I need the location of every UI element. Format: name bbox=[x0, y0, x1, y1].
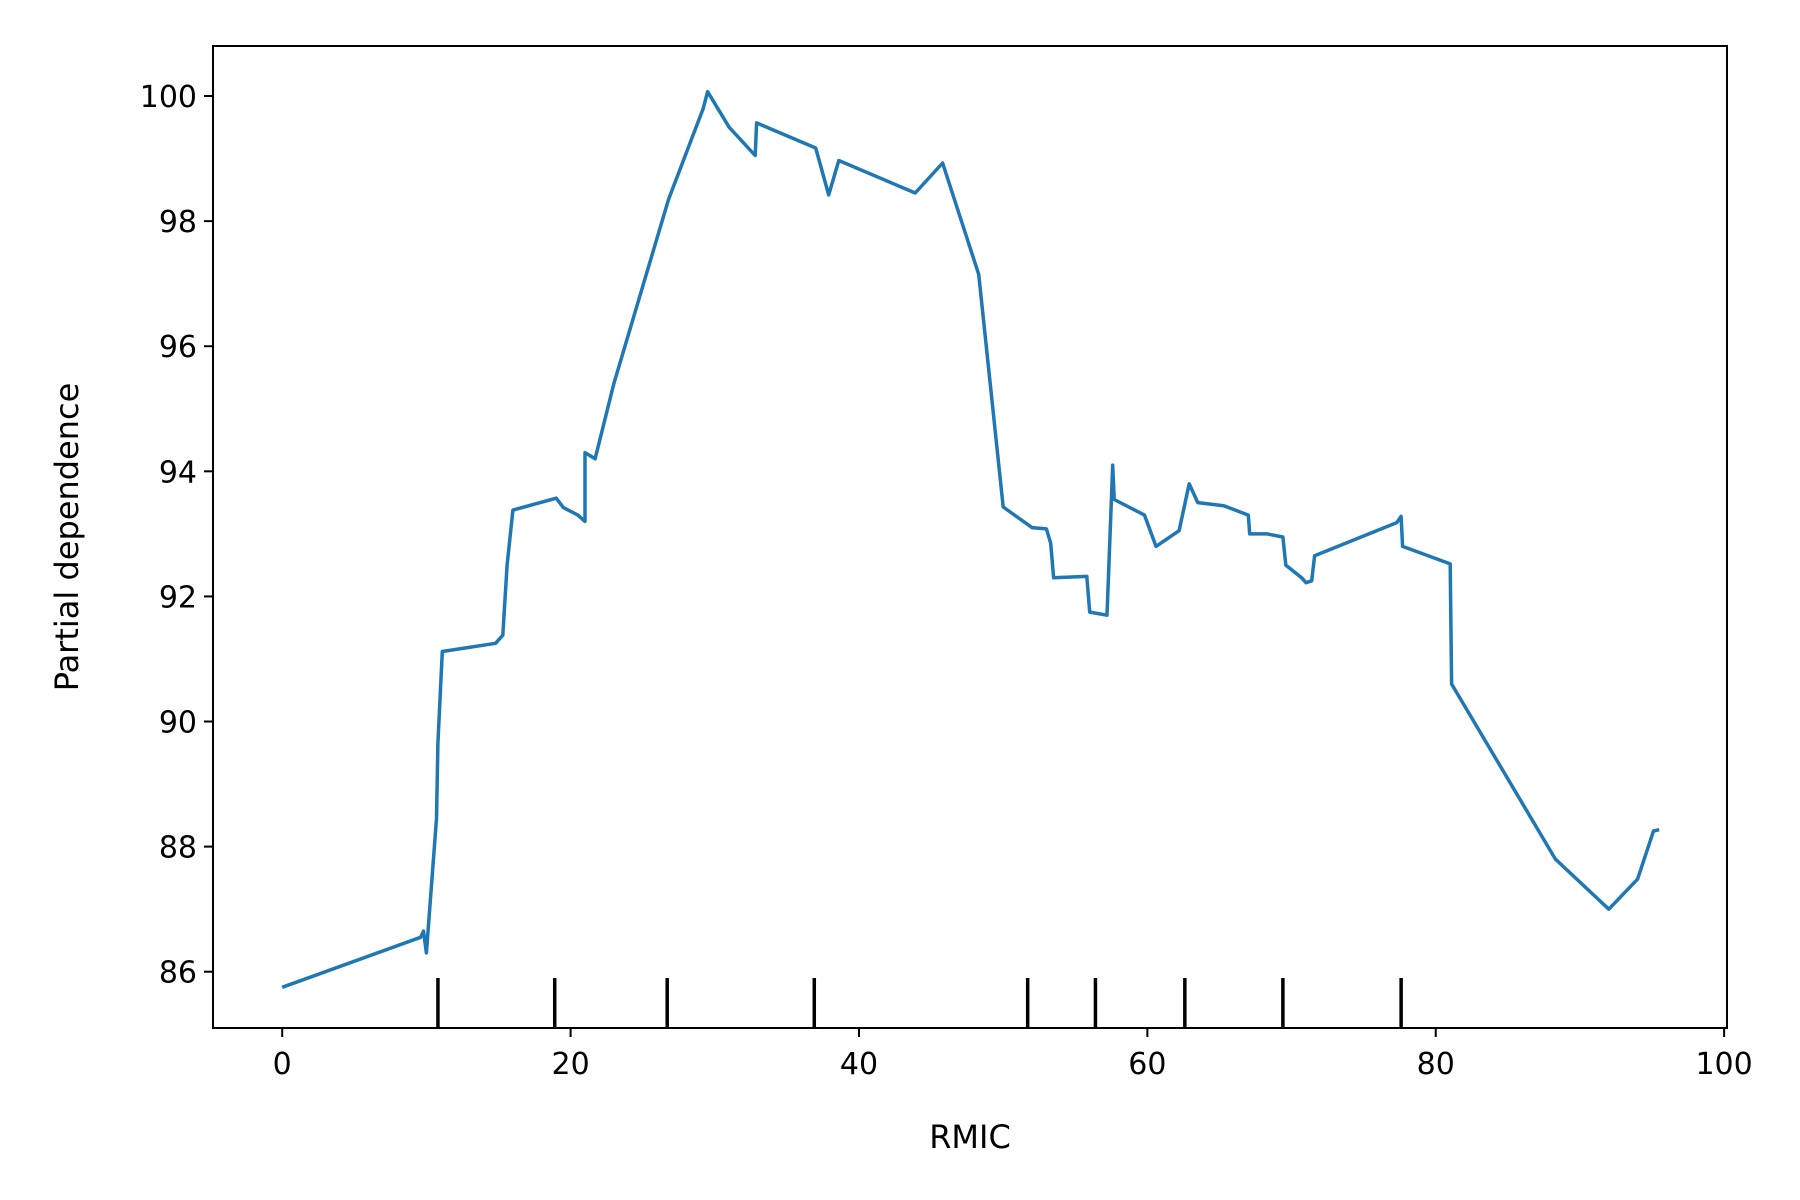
y-tick-label-3: 92 bbox=[159, 580, 197, 615]
plot-layer bbox=[281, 89, 1660, 1028]
x-axis-label: RMIC bbox=[929, 1118, 1011, 1156]
y-tick-label-2: 90 bbox=[159, 706, 197, 741]
x-tick-label-3: 60 bbox=[1128, 1047, 1166, 1082]
axes-layer: 0 20 40 60 80 100 86 88 90 92 94 96 98 100 bbox=[140, 80, 1753, 1082]
x-tick-label-1: 20 bbox=[551, 1047, 589, 1082]
x-tick-label-4: 80 bbox=[1417, 1047, 1455, 1082]
x-tick-label-2: 40 bbox=[840, 1047, 878, 1082]
y-tick-label-0: 86 bbox=[159, 956, 197, 991]
y-tick-label-7: 100 bbox=[140, 80, 197, 115]
y-axis-label: Partial dependence bbox=[48, 383, 86, 692]
y-tick-label-1: 88 bbox=[159, 831, 197, 866]
series-line-0 bbox=[281, 89, 1660, 989]
plot-frame bbox=[212, 45, 1728, 1029]
y-tick-label-5: 96 bbox=[159, 330, 197, 365]
y-tick-label-4: 94 bbox=[159, 455, 197, 490]
y-tick-label-6: 98 bbox=[159, 205, 197, 240]
x-tick-label-0: 0 bbox=[273, 1047, 292, 1082]
x-tick-label-5: 100 bbox=[1695, 1047, 1752, 1082]
